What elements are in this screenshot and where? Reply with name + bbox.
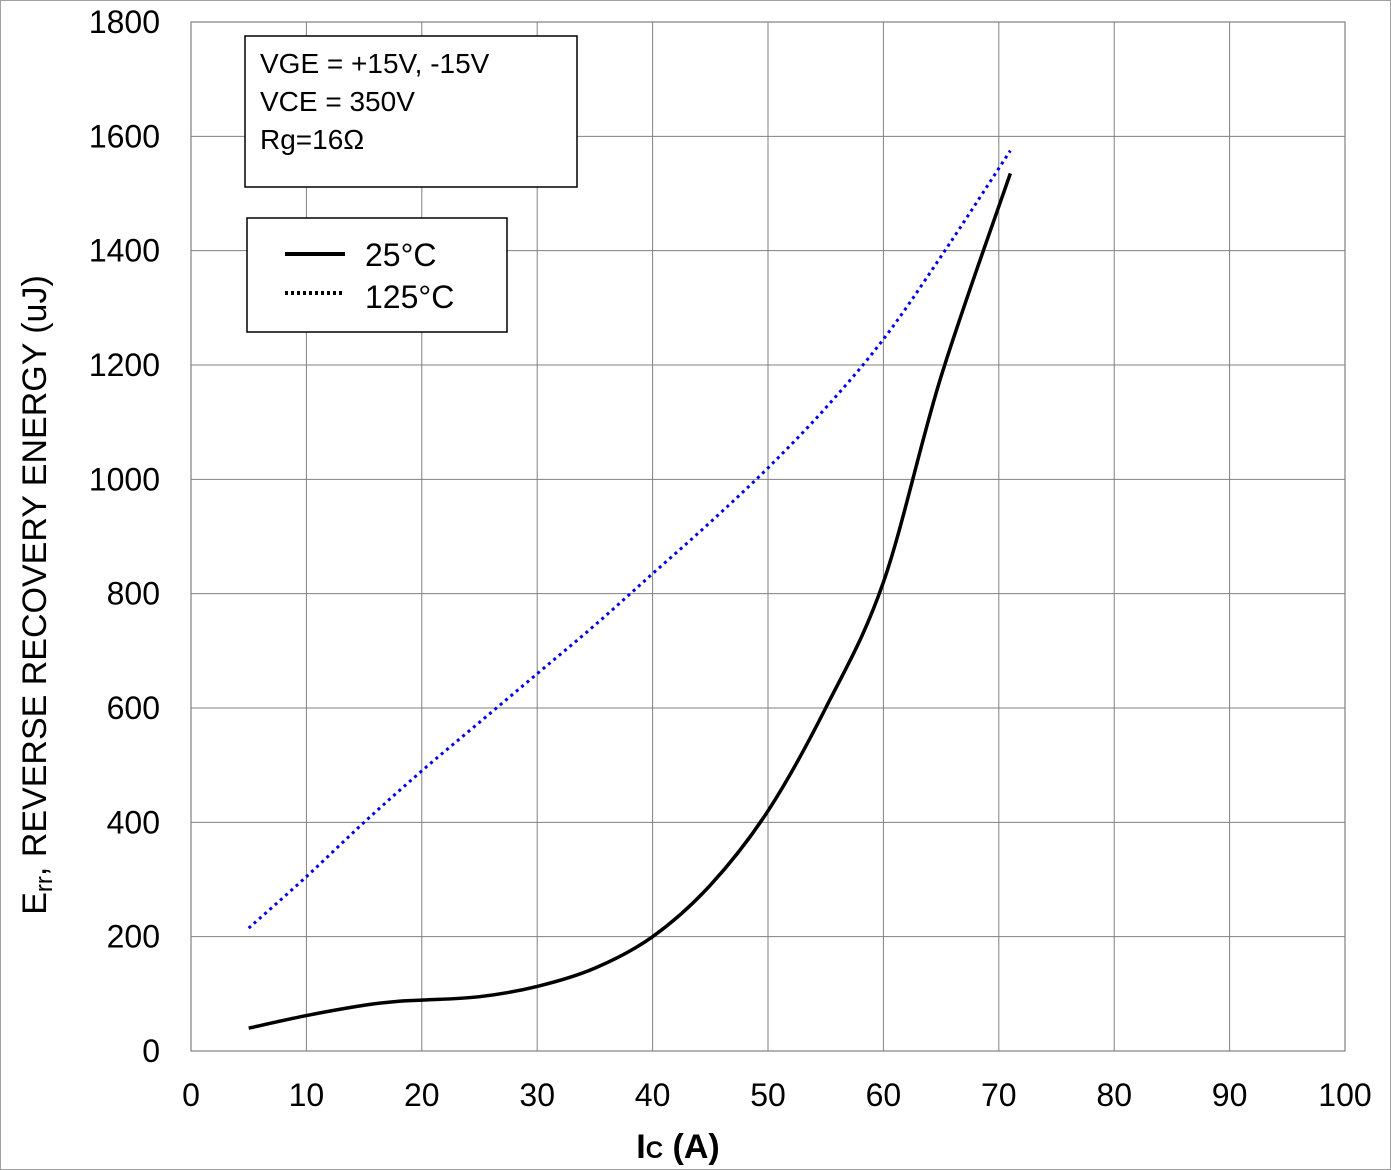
legend-label-25c: 25°C xyxy=(365,237,437,273)
x-tick-labels: 0 10 20 30 40 50 60 70 80 90 100 xyxy=(182,1077,1372,1113)
y-tick-label: 1000 xyxy=(89,461,160,497)
x-tick-label: 30 xyxy=(519,1077,555,1113)
y-axis-title-rest: , REVERSE RECOVERY ENERGY (uJ) xyxy=(16,275,54,876)
series-line-125c xyxy=(247,149,1012,930)
legend: 25°C 125°C xyxy=(246,217,508,333)
y-tick-label: 1200 xyxy=(89,347,160,383)
x-axis-title: IC (A) xyxy=(636,1128,719,1166)
series-group xyxy=(247,149,1012,1030)
plot-area xyxy=(190,21,1346,1052)
x-axis-title-sub: C xyxy=(646,1137,663,1164)
x-tick-label: 50 xyxy=(750,1077,786,1113)
y-tick-label: 600 xyxy=(107,690,160,726)
y-tick-label: 800 xyxy=(107,576,160,612)
grid xyxy=(190,21,1346,1052)
x-tick-label: 20 xyxy=(404,1077,440,1113)
x-tick-label: 90 xyxy=(1212,1077,1248,1113)
x-tick-label: 60 xyxy=(866,1077,902,1113)
legend-label-125c: 125°C xyxy=(365,279,454,315)
y-tick-label: 1800 xyxy=(89,4,160,40)
x-tick-label: 70 xyxy=(981,1077,1017,1113)
y-axis-title-sub: rr xyxy=(31,876,58,892)
x-tick-label: 40 xyxy=(635,1077,671,1113)
y-tick-label: 1600 xyxy=(89,118,160,154)
y-axis-title: Err, REVERSE RECOVERY ENERGY (uJ) xyxy=(16,275,58,915)
conditions-box: VGE = +15V, -15V VCE = 350V Rg=16Ω xyxy=(244,35,578,188)
y-tick-label: 400 xyxy=(107,804,160,840)
x-tick-label: 0 xyxy=(182,1077,200,1113)
y-tick-labels: 0 200 400 600 800 1000 1200 1400 1600 1800 xyxy=(89,4,160,1069)
y-tick-label: 1400 xyxy=(89,233,160,269)
y-axis-title-main: E xyxy=(16,892,54,915)
x-tick-label: 80 xyxy=(1096,1077,1132,1113)
condition-rg: Rg=16Ω xyxy=(260,124,364,155)
y-tick-label: 200 xyxy=(107,919,160,955)
x-axis-title-unit: (A) xyxy=(663,1128,720,1166)
x-tick-label: 10 xyxy=(289,1077,325,1113)
series-line-25c xyxy=(248,172,1012,1030)
y-tick-label: 0 xyxy=(142,1033,160,1069)
x-axis-title-main: I xyxy=(636,1128,645,1166)
condition-vge: VGE = +15V, -15V xyxy=(260,48,490,79)
condition-vce: VCE = 350V xyxy=(260,86,415,117)
x-tick-label: 100 xyxy=(1318,1077,1371,1113)
